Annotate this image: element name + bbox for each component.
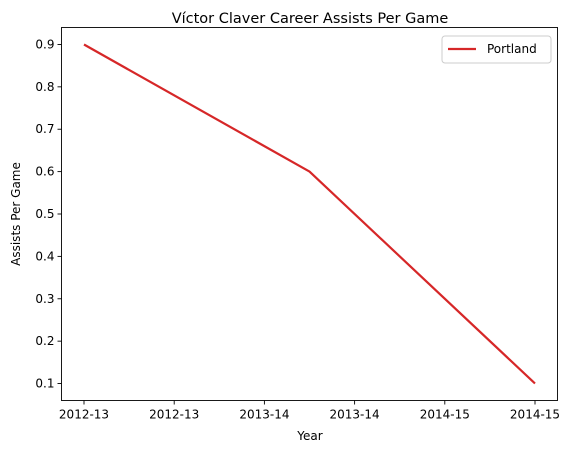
chart-title: Víctor Claver Career Assists Per Game — [172, 11, 449, 27]
legend: Portland — [442, 36, 551, 63]
x-tick-label: 2012-13 — [149, 408, 199, 422]
plot-area — [62, 28, 558, 401]
y-tick-label: 0.9 — [35, 37, 54, 51]
x-tick-label: 2013-14 — [239, 408, 289, 422]
y-tick-label: 0.2 — [35, 334, 54, 348]
x-axis: 2012-13 2012-13 2013-14 2013-14 2014-15 2014-… — [59, 401, 560, 422]
y-axis: 0.1 0.2 0.3 0.4 0.5 0.6 0.7 0.8 0.9 — [35, 37, 61, 390]
y-tick-label: 0.8 — [35, 80, 54, 94]
y-tick-label: 0.1 — [35, 377, 54, 391]
y-tick-label: 0.6 — [35, 165, 54, 179]
y-axis-label: Assists Per Game — [9, 162, 23, 266]
x-tick-label: 2013-14 — [330, 408, 380, 422]
y-tick-label: 0.5 — [35, 207, 54, 221]
x-tick-label: 2012-13 — [59, 408, 109, 422]
series-line-portland — [84, 45, 535, 384]
y-tick-label: 0.3 — [35, 292, 54, 306]
legend-label-portland: Portland — [487, 42, 537, 56]
x-tick-label: 2014-15 — [510, 408, 560, 422]
y-tick-label: 0.4 — [35, 249, 54, 263]
x-tick-label: 2014-15 — [420, 408, 470, 422]
y-tick-label: 0.7 — [35, 122, 54, 136]
x-axis-label: Year — [296, 429, 322, 443]
